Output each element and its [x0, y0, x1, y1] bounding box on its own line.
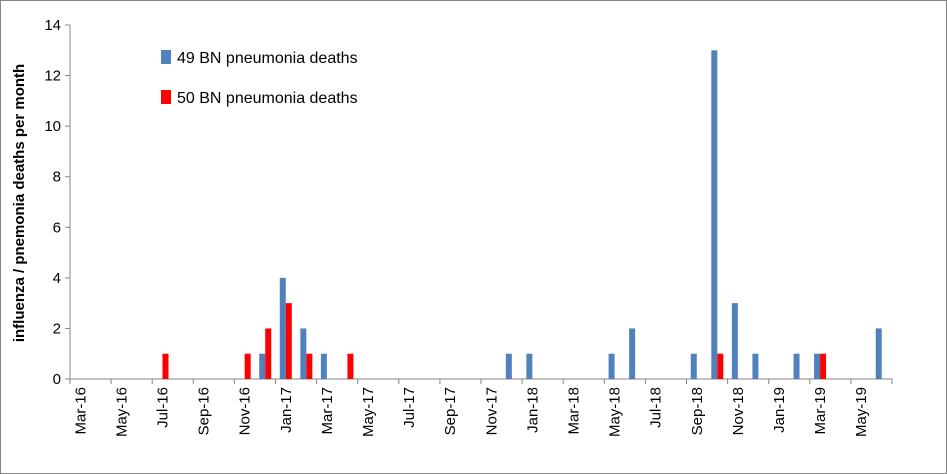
- y-tick-label: 4: [53, 270, 61, 287]
- y-tick-label: 10: [44, 118, 61, 135]
- x-tick-label: May-17: [360, 387, 377, 437]
- bar-49bn-oct-18: [711, 50, 718, 380]
- y-tick-label: 0: [53, 371, 61, 388]
- x-tick-label: Jan-18: [524, 387, 541, 433]
- legend-label-49bn: 49 BN pneumonia deaths: [177, 50, 358, 67]
- legend: 49 BN pneumonia deaths 50 BN pneumonia d…: [161, 50, 358, 107]
- x-tick-label: Jul-16: [154, 387, 171, 428]
- x-tick-label: Jul-18: [648, 387, 665, 428]
- x-tick-label: Jan-17: [278, 387, 295, 433]
- x-tick-label: Mar-17: [319, 387, 336, 435]
- bar-49bn-jun-19: [875, 328, 882, 379]
- x-tick-label: Mar-19: [812, 387, 829, 435]
- bar-49bn-nov-18: [731, 303, 738, 379]
- bars: [162, 50, 882, 380]
- legend-swatch-49bn: [161, 50, 171, 64]
- x-tick-label: May-16: [113, 387, 130, 437]
- x-tick-label: Jan-19: [771, 387, 788, 433]
- y-tick-label: 2: [53, 320, 61, 337]
- y-tick-labels: 0 2 4 6 8 10 12 14: [44, 17, 61, 388]
- bar-49bn-mar-19: [814, 353, 821, 379]
- legend-label-50bn: 50 BN pneumonia deaths: [177, 90, 358, 107]
- x-tick-labels: Mar-16 May-16 Jul-16 Sep-16 Nov-16 Jan-17 Mar-…: [72, 387, 870, 437]
- bar-49bn-feb-19: [793, 353, 800, 379]
- bar-49bn-jan-17: [279, 277, 286, 379]
- bar-49bn-mar-17: [320, 353, 327, 379]
- x-tick-label: May-19: [853, 387, 870, 437]
- x-tick-label: Sep-17: [442, 387, 459, 435]
- bar-49bn-jan-18: [526, 353, 533, 379]
- bar-50bn-jul-16: [162, 353, 169, 379]
- x-tick-label: Nov-17: [483, 387, 500, 435]
- bar-50bn-oct-18: [717, 353, 724, 379]
- axes: [65, 24, 893, 384]
- bar-50bn-feb-17: [306, 353, 313, 379]
- x-tick-label: Sep-16: [196, 387, 213, 435]
- x-tick-label: Mar-18: [565, 387, 582, 435]
- x-tick-label: May-18: [607, 387, 624, 437]
- y-tick-label: 8: [53, 169, 61, 186]
- legend-swatch-50bn: [161, 90, 171, 104]
- bar-49bn-may-18: [608, 353, 615, 379]
- x-tick-label: Nov-18: [730, 387, 747, 435]
- y-tick-label: 14: [44, 17, 61, 34]
- y-tick-label: 6: [53, 219, 61, 236]
- bar-49bn-jun-18: [629, 328, 636, 379]
- y-axis-title: influenza / pnemonia deaths per month: [11, 64, 28, 342]
- bar-49bn-feb-17: [300, 328, 307, 379]
- x-tick-label: Jul-17: [401, 387, 418, 428]
- x-tick-label: Nov-16: [237, 387, 254, 435]
- bar-50bn-mar-19: [820, 353, 827, 379]
- bar-50bn-dec-16: [265, 328, 272, 379]
- bar-50bn-nov-16: [244, 353, 251, 379]
- y-tick-label: 12: [44, 68, 61, 85]
- bar-49bn-dec-18: [752, 353, 759, 379]
- bar-50bn-jan-17: [285, 303, 292, 379]
- bar-50bn-apr-17: [347, 353, 354, 379]
- bar-49bn-dec-17: [505, 353, 512, 379]
- bar-49bn-dec-16: [259, 353, 266, 379]
- bar-49bn-sep-18: [690, 353, 697, 379]
- x-tick-label: Mar-16: [72, 387, 89, 435]
- x-tick-label: Sep-18: [689, 387, 706, 435]
